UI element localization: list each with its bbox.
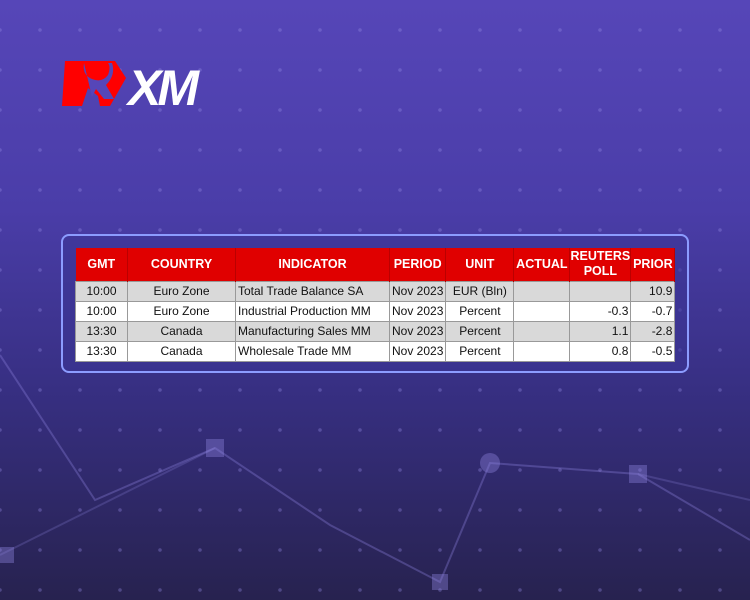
- economic-calendar-table: GMT COUNTRY INDICATOR PERIOD UNIT ACTUAL…: [75, 248, 676, 362]
- header-unit: UNIT: [445, 248, 515, 281]
- header-country: COUNTRY: [127, 248, 236, 281]
- cell-poll: 0.8: [569, 340, 632, 362]
- cell-gmt: 13:30: [75, 320, 128, 342]
- cell-unit: Percent: [445, 340, 515, 362]
- cell-country: Canada: [127, 320, 236, 342]
- cell-indicator: Manufacturing Sales MM: [235, 320, 390, 342]
- header-gmt: GMT: [75, 248, 128, 281]
- cell-period: Nov 2023: [388, 300, 447, 322]
- cell-gmt: 10:00: [75, 280, 128, 302]
- table-row: 13:30 Canada Wholesale Trade MM Nov 2023 Per…: [75, 340, 676, 362]
- cell-unit: EUR (Bln): [445, 280, 515, 302]
- cell-poll: [569, 280, 632, 302]
- svg-text:XM: XM: [125, 60, 200, 110]
- table-row: 10:00 Euro Zone Industrial Production MM No…: [75, 300, 676, 322]
- cell-period: Nov 2023: [388, 320, 447, 342]
- cell-indicator: Wholesale Trade MM: [235, 340, 390, 362]
- table-header-row: GMT COUNTRY INDICATOR PERIOD UNIT ACTUAL…: [75, 248, 676, 281]
- header-actual: ACTUAL: [513, 248, 571, 281]
- cell-prior: -0.5: [630, 340, 676, 362]
- cell-indicator: Total Trade Balance SA: [235, 280, 390, 302]
- table-row: 10:00 Euro Zone Total Trade Balance SA Nov …: [75, 280, 676, 302]
- header-prior: PRIOR: [630, 248, 676, 281]
- cell-poll: -0.3: [569, 300, 632, 322]
- cell-unit: Percent: [445, 300, 515, 322]
- cell-poll: 1.1: [569, 320, 632, 342]
- table-row: 13:30 Canada Manufacturing Sales MM Nov 202…: [75, 320, 676, 342]
- cell-actual: [513, 320, 571, 342]
- header-reuters-poll: REUTERS POLL: [569, 248, 632, 281]
- cell-period: Nov 2023: [388, 340, 447, 362]
- header-indicator: INDICATOR: [235, 248, 390, 281]
- cell-prior: -2.8: [630, 320, 676, 342]
- cell-country: Euro Zone: [127, 300, 236, 322]
- cell-actual: [513, 340, 571, 362]
- cell-actual: [513, 280, 571, 302]
- xm-logo: XM: [62, 60, 204, 110]
- cell-gmt: 13:30: [75, 340, 128, 362]
- cell-prior: 10.9: [630, 280, 676, 302]
- cell-country: Euro Zone: [127, 280, 236, 302]
- cell-gmt: 10:00: [75, 300, 128, 322]
- cell-country: Canada: [127, 340, 236, 362]
- cell-unit: Percent: [445, 320, 515, 342]
- cell-indicator: Industrial Production MM: [235, 300, 390, 322]
- cell-prior: -0.7: [630, 300, 676, 322]
- cell-actual: [513, 300, 571, 322]
- cell-period: Nov 2023: [388, 280, 447, 302]
- header-period: PERIOD: [389, 248, 447, 281]
